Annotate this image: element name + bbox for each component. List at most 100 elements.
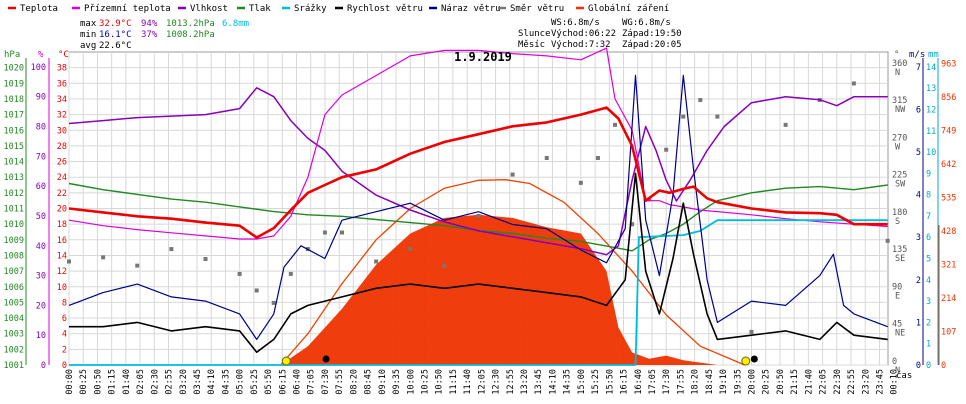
rain-tick: 11 [926, 127, 936, 137]
direction-tick: 0 [892, 357, 897, 367]
direction-point [544, 155, 549, 160]
radiation-tick: 963 [941, 60, 956, 70]
x-tick-label: 02:55 [165, 369, 175, 395]
legend-label: Srážky [294, 4, 327, 14]
pressure-tick: 1003 [4, 330, 24, 340]
x-tick-label: 00:00 [65, 369, 75, 395]
pressure-tick: 1019 [4, 79, 24, 89]
x-tick-label: 08:45 [364, 369, 374, 395]
temperature-tick: 2 [62, 345, 67, 355]
humidity-tick: 20 [36, 301, 46, 311]
astro-moonset: Západ:20:05 [622, 40, 682, 50]
legend-label: Náraz větru [441, 4, 501, 14]
direction-tick-compass: W [895, 142, 901, 152]
x-tick-label: 04:10 [207, 369, 217, 395]
series-naraz-vetru [68, 74, 888, 340]
grid [68, 51, 889, 366]
x-tick-label: 09:35 [392, 369, 402, 395]
direction-point [271, 300, 276, 305]
x-tick-label: 07:05 [307, 369, 317, 395]
x-tick-label: 14:35 [563, 369, 573, 395]
x-tick-label: 15:50 [605, 369, 615, 395]
direction-tick: 315 [892, 96, 907, 106]
wind-tick: 4 [916, 191, 921, 201]
temperature-tick: 12 [57, 267, 67, 277]
sunset-icon [741, 356, 751, 366]
pressure-tick: 1020 [4, 64, 24, 74]
x-tick-label: 18:45 [705, 369, 715, 395]
temperature-tick: 20 [57, 205, 67, 215]
temperature-tick: 6 [62, 314, 67, 324]
rain-tick: 1 [926, 340, 931, 350]
x-axis-label: čas [896, 370, 912, 381]
temperature-tick: 38 [57, 64, 67, 74]
x-tick-label: 20:25 [762, 369, 772, 395]
rain-tick: 9 [926, 169, 931, 179]
humidity-tick: 50 [36, 212, 46, 222]
radiation-tick: 535 [941, 194, 956, 204]
direction-point [630, 222, 635, 227]
stats-min-temp: 16.1°C [99, 30, 132, 40]
x-tick-label: 20:50 [776, 369, 786, 395]
x-tick-label: 19:35 [733, 369, 743, 395]
pressure-tick: 1002 [4, 345, 24, 355]
moonset-icon [750, 355, 758, 363]
direction-point [340, 230, 344, 235]
x-tick-label: 00:25 [79, 369, 89, 395]
pressure-tick: 1006 [4, 283, 24, 293]
direction-point [476, 213, 481, 218]
series-prizemni-teplota [68, 47, 888, 240]
pressure-tick: 1018 [4, 95, 24, 105]
temperature-tick: 24 [57, 173, 67, 183]
temperature-tick: 4 [62, 330, 67, 340]
direction-point [135, 263, 140, 268]
rain-axis-label: mm [928, 50, 939, 60]
direction-point [288, 271, 293, 276]
x-tick-label: 02:30 [150, 369, 160, 395]
direction-tick: 180 [892, 208, 907, 218]
astro-moon-label: Měsíc [518, 40, 545, 50]
radiation-tick: 749 [941, 127, 956, 137]
rain-tick: 5 [926, 255, 931, 265]
stats-max-label: max [80, 19, 97, 29]
x-tick-label: 03:20 [179, 369, 189, 395]
series-globalni-zareni [69, 214, 888, 365]
x-tick-label: 10:00 [406, 369, 416, 395]
rain-tick: 4 [926, 276, 931, 286]
pressure-tick: 1005 [4, 298, 24, 308]
astro-sunset: Západ:19:50 [622, 29, 682, 39]
x-tick-label: 01:40 [122, 369, 132, 395]
pressure-tick: 1009 [4, 236, 24, 246]
direction-point [203, 257, 208, 262]
direction-tick-compass: S [895, 217, 900, 227]
temperature-tick: 30 [57, 126, 67, 136]
rain-tick: 14 [926, 63, 936, 73]
pressure-tick: 1011 [4, 205, 24, 215]
temperature-tick: 22 [57, 189, 67, 199]
direction-tick: 360 [892, 59, 907, 69]
legend-label: Tlak [249, 4, 271, 14]
direction-tick: 45 [892, 320, 902, 330]
astro-sun-label: Slunce [518, 29, 551, 39]
series-vlhkost [68, 87, 888, 256]
stats-max-pressure: 1013.2hPa [166, 19, 215, 29]
pressure-tick: 1004 [4, 314, 24, 324]
pressure-tick: 1010 [4, 220, 24, 230]
series-srazky [69, 219, 888, 366]
x-tick-label: 05:00 [236, 369, 246, 395]
temperature-tick: 28 [57, 142, 67, 152]
x-tick-label: 11:40 [463, 369, 473, 395]
x-tick-label: 06:15 [278, 369, 288, 395]
rain-tick: 3 [926, 297, 931, 307]
direction-tick-compass: NE [895, 329, 905, 339]
pressure-tick: 1017 [4, 111, 24, 121]
stats-min-pressure: 1008.2hPa [166, 30, 215, 40]
wind-tick: 5 [916, 148, 921, 158]
wind-tick: 2 [916, 276, 921, 286]
humidity-tick: 80 [36, 123, 46, 133]
x-tick-label: 12:30 [492, 369, 502, 395]
x-tick-label: 08:20 [349, 369, 359, 395]
radiation-tick: 107 [941, 328, 956, 338]
x-tick-label: 18:20 [691, 369, 701, 395]
